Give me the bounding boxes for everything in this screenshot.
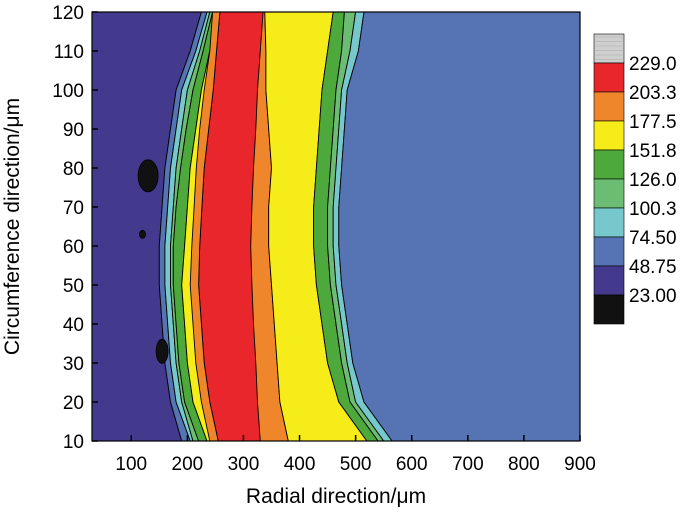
legend-label: 151.8 <box>629 141 677 162</box>
low-spot-1 <box>155 338 169 364</box>
legend-label: 177.5 <box>629 112 677 133</box>
legend-label: 126.0 <box>629 170 677 191</box>
band-177-203-left <box>189 12 221 441</box>
y-tick-label: 40 <box>63 315 84 336</box>
y-tick-label: 120 <box>52 3 84 24</box>
y-axis-label: Circumference direction/μm <box>1 98 24 355</box>
legend-label: 23.00 <box>629 286 677 307</box>
legend-swatch <box>593 207 625 238</box>
x-tick-label: 300 <box>228 454 260 475</box>
y-tick-label: 110 <box>54 42 84 63</box>
legend-label: 203.3 <box>629 83 677 104</box>
legend-swatch <box>593 120 625 151</box>
legend-swatch <box>593 178 625 209</box>
x-tick-label: 500 <box>340 454 372 475</box>
legend-label: 229.0 <box>629 54 677 75</box>
y-tick-label: 90 <box>63 120 84 141</box>
legend-swatch <box>593 62 625 93</box>
y-tick-label: 60 <box>63 237 84 258</box>
x-tick-label: 700 <box>452 454 484 475</box>
legend-swatch <box>593 33 625 64</box>
low-spot-2 <box>139 229 146 239</box>
x-tick-label: 400 <box>284 454 316 475</box>
legend-swatch <box>593 236 625 267</box>
x-tick-label: 100 <box>115 454 147 475</box>
legend-swatch <box>593 91 625 122</box>
y-tick-label: 20 <box>63 393 84 414</box>
y-tick-label: 50 <box>63 276 84 297</box>
x-axis: 100 200 300 400 500 600 700 800 900 <box>115 435 596 475</box>
y-tick-label: 80 <box>63 159 84 180</box>
legend-label: 100.3 <box>629 199 677 220</box>
legend-swatch <box>593 149 625 180</box>
legend-swatch <box>593 265 625 296</box>
y-tick-label: 70 <box>63 198 84 219</box>
low-spot-0 <box>137 159 159 193</box>
y-axis: 10 20 30 40 50 60 70 80 90 100 110 120 <box>52 3 98 453</box>
legend: 229.0 203.3 177.5 151.8 126.0 100.3 74.50 48.75… <box>593 33 677 325</box>
plot-frame <box>91 11 581 442</box>
y-tick-label: 10 <box>63 432 84 453</box>
x-axis-label: Radial direction/μm <box>246 485 426 508</box>
y-tick-label: 30 <box>63 354 84 375</box>
x-tick-label: 200 <box>172 454 204 475</box>
y-tick-label: 100 <box>52 81 84 102</box>
legend-swatch <box>593 294 625 325</box>
x-tick-label: 900 <box>564 454 596 475</box>
legend-label: 74.50 <box>629 228 677 249</box>
x-tick-label: 800 <box>508 454 540 475</box>
legend-label: 48.75 <box>629 257 677 278</box>
x-tick-label: 600 <box>396 454 428 475</box>
plot-area <box>92 12 580 441</box>
band-48-74-right <box>338 12 580 441</box>
